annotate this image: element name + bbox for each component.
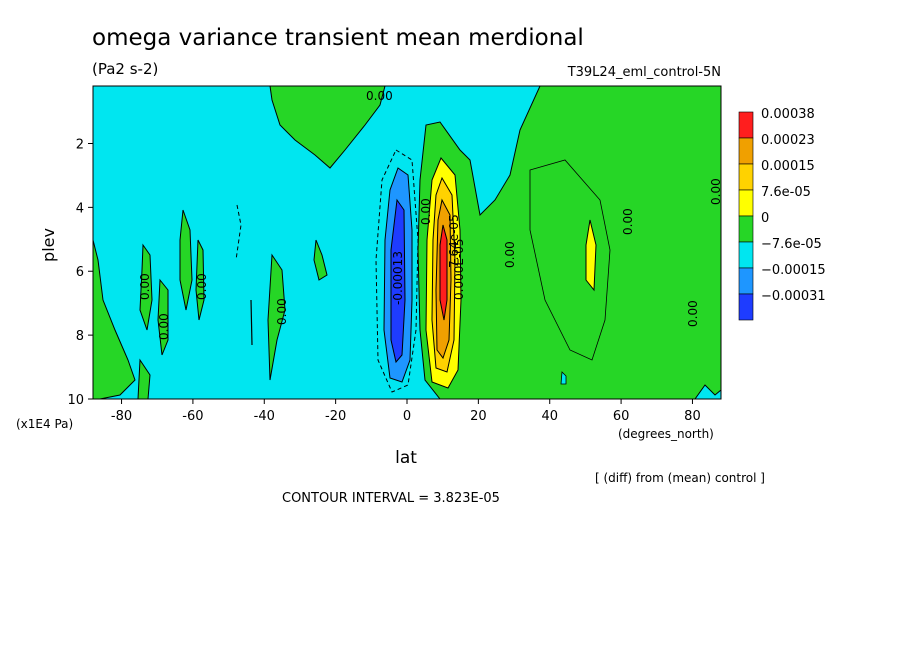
legend-label: 0.00015 [761,159,815,174]
legend-label: 0.00038 [761,107,815,122]
y-tick-label: 6 [76,265,84,280]
contour-line-right [529,159,611,361]
contour-label: 0.000E-05 [452,238,466,300]
y-tick-label: 8 [76,329,84,344]
contour-label: 0.00 [138,273,152,300]
contour-labels: 0.00 0.00 0.00 0.00 0.00 0.00 0.00 0.00 … [138,89,723,340]
contour-label: 0.00 [419,198,433,225]
positive-spot-right [585,219,597,292]
positive-strip-2 [157,278,169,356]
contour-label: 0.00 [503,241,517,268]
legend-label: 0 [761,211,769,226]
legend: 0.00038 0.00023 0.00015 7.6e-05 0 −7.6e-05 −0.… [738,107,826,321]
legend-label: −0.00031 [761,289,826,304]
chart-title: omega variance transient mean merdional [92,25,584,51]
legend-swatch [738,241,754,269]
run-label: T39L24_eml_control-5N [567,65,721,80]
positive-region-upper-left [269,85,386,169]
contour-label: -0.00013 [391,251,405,305]
legend-swatch [738,137,754,165]
negative-dash-ring [375,149,419,393]
x-tick-label: 80 [684,409,701,424]
legend-label: 7.6e-05 [761,185,811,200]
contour-label: 0.00 [275,298,289,325]
contour-label: 0.00 [157,313,171,340]
contour-spot-lower [560,371,567,385]
x-tick-label: -20 [325,409,346,424]
contour-label: 0.00 [709,178,723,205]
x-axis: -80 -60 -40 -20 0 20 40 60 80 [111,399,701,424]
units-label: (Pa2 s-2) [92,60,158,78]
x-tick-label: -40 [254,409,275,424]
y-units-label: (x1E4 Pa) [16,417,73,431]
contour-label: 0.00 [195,273,209,300]
x-tick-label: -60 [182,409,203,424]
legend-swatch [738,267,754,295]
diff-note: [ (diff) from (mean) control ] [595,471,765,485]
legend-swatch [738,163,754,191]
positive-strip-5 [267,253,286,381]
legend-label: −0.00015 [761,263,826,278]
positive-strip-1 [139,243,153,331]
y-tick-label: 10 [67,393,84,408]
legend-swatch [738,215,754,243]
x-tick-label: 20 [470,409,487,424]
x-tick-label: -80 [111,409,132,424]
legend-swatch [738,189,754,217]
contour-label: 0.00 [621,208,635,235]
y-axis-label: plev [39,228,58,262]
x-tick-label: 40 [541,409,558,424]
contour-interval: CONTOUR INTERVAL = 3.823E-05 [282,491,500,506]
y-tick-label: 2 [76,137,84,152]
negative-dash-left [235,204,242,261]
legend-swatch [738,293,754,321]
positive-core-peak [439,224,448,321]
x-axis-label: lat [395,448,417,468]
positive-strip-6 [313,239,328,281]
contour-label: 7.64e-05 [447,214,461,268]
contour-label: 0.00 [366,89,393,103]
y-axis: 2 4 6 8 10 [67,137,93,408]
x-tick-label: 60 [613,409,630,424]
positive-region-right [417,85,722,400]
negative-core-inner [390,198,406,364]
contour-label: 0.00 [686,300,700,327]
positive-strip-3 [179,209,193,311]
legend-label: 0.00023 [761,133,815,148]
x-tick-label: 0 [403,409,411,424]
positive-strip-4 [195,239,205,321]
contour-line-left [250,299,253,346]
plot-area: 0.00 0.00 0.00 0.00 0.00 0.00 0.00 0.00 … [92,85,723,400]
x-units-label: (degrees_north) [618,427,714,441]
legend-label: −7.6e-05 [761,237,822,252]
legend-swatch [738,111,754,139]
y-tick-label: 4 [76,201,84,216]
